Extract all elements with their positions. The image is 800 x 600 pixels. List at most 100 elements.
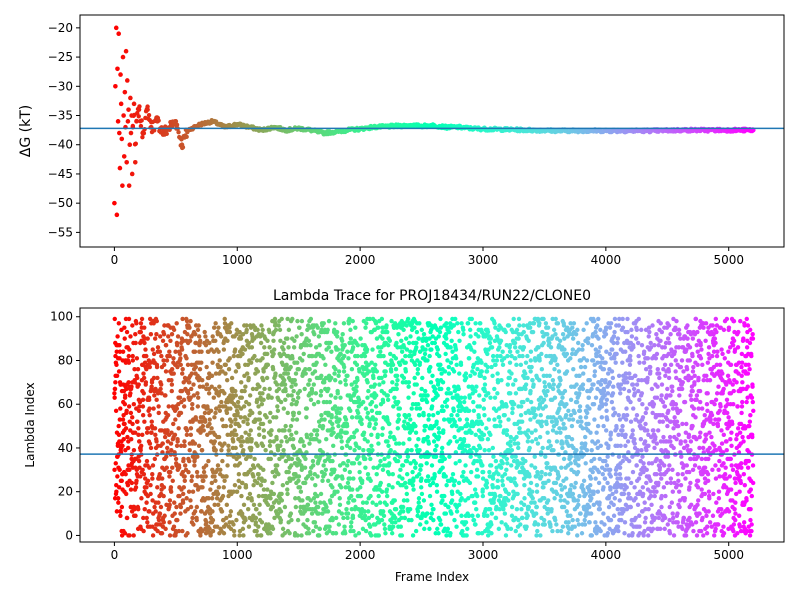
lambda-point xyxy=(460,474,465,479)
lambda-point xyxy=(272,347,277,352)
lambda-point xyxy=(328,500,333,505)
lambda-point xyxy=(363,325,368,330)
lambda-point xyxy=(414,329,420,335)
lambda-point xyxy=(530,496,535,501)
lambda-point xyxy=(321,356,326,361)
lambda-point xyxy=(432,386,438,392)
lambda-point xyxy=(564,509,569,514)
lambda-point xyxy=(300,358,305,363)
lambda-point xyxy=(416,500,421,505)
lambda-point xyxy=(496,472,501,477)
lambda-point xyxy=(382,526,388,532)
lambda-point xyxy=(387,338,393,344)
lambda-point xyxy=(228,509,234,514)
lambda-point xyxy=(390,472,396,477)
lambda-point xyxy=(528,388,533,394)
lambda-point xyxy=(249,445,254,451)
lambda-point xyxy=(263,447,268,453)
lambda-point xyxy=(523,371,528,376)
lambda-point xyxy=(299,332,304,337)
lambda-point xyxy=(202,410,208,416)
lambda-point xyxy=(516,336,521,341)
lambda-point xyxy=(347,445,353,451)
lambda-point xyxy=(548,524,553,529)
lambda-point xyxy=(521,329,526,335)
lambda-point xyxy=(257,417,263,422)
lambda-point xyxy=(131,533,136,538)
lambda-point xyxy=(130,358,136,363)
lambda-point xyxy=(565,500,570,505)
delta-g-point xyxy=(136,114,141,119)
lambda-point xyxy=(259,402,265,407)
lambda-point xyxy=(390,380,395,385)
lambda-point xyxy=(400,504,406,510)
lambda-point xyxy=(553,332,558,337)
lambda-point xyxy=(541,485,546,490)
lambda-point xyxy=(488,336,494,341)
lambda-point xyxy=(410,469,415,475)
lambda-point xyxy=(405,447,410,453)
lambda-point xyxy=(216,502,221,508)
lambda-point xyxy=(568,412,574,418)
lambda-point xyxy=(534,504,540,510)
delta-g-point xyxy=(130,123,136,129)
lambda-point xyxy=(152,426,158,431)
lambda-point xyxy=(267,419,273,424)
delta-g-point xyxy=(121,154,127,159)
lambda-point xyxy=(365,380,370,385)
y-tick-label: −50 xyxy=(48,196,73,210)
lambda-point xyxy=(542,384,548,389)
lambda-point xyxy=(295,517,301,523)
lambda-point xyxy=(180,371,185,376)
lambda-point xyxy=(150,463,156,468)
lambda-point xyxy=(429,404,435,409)
lambda-point xyxy=(178,410,184,416)
lambda-point xyxy=(552,496,557,501)
lambda-point xyxy=(278,338,283,344)
lambda-point xyxy=(363,456,368,462)
lambda-point xyxy=(352,498,357,503)
lambda-point xyxy=(220,493,226,499)
lambda-point xyxy=(312,520,318,525)
lambda-point xyxy=(260,421,266,427)
lambda-point xyxy=(569,423,575,429)
lambda-point xyxy=(559,417,564,422)
lambda-point xyxy=(149,384,154,389)
lambda-point xyxy=(425,342,431,348)
lambda-point xyxy=(498,465,504,470)
lambda-point xyxy=(210,509,215,514)
lambda-point xyxy=(577,373,582,378)
lambda-point xyxy=(539,367,545,372)
lambda-point xyxy=(210,517,216,523)
lambda-point xyxy=(224,502,230,508)
lambda-point xyxy=(589,447,594,453)
lambda-point xyxy=(575,327,580,333)
lambda-point xyxy=(475,474,481,479)
lambda-point xyxy=(158,386,163,392)
lambda-point xyxy=(335,334,340,339)
lambda-point xyxy=(125,445,131,451)
lambda-point xyxy=(409,406,414,411)
lambda-point xyxy=(270,480,275,486)
lambda-point xyxy=(564,476,569,481)
lambda-point xyxy=(432,340,438,346)
lambda-point xyxy=(274,382,280,387)
lambda-point xyxy=(507,375,512,381)
lambda-point xyxy=(592,369,598,374)
lambda-point xyxy=(520,515,525,521)
lambda-point xyxy=(489,463,494,468)
lambda-point xyxy=(443,351,448,357)
lambda-point xyxy=(547,340,552,346)
lambda-point xyxy=(335,391,340,396)
lambda-point xyxy=(472,487,478,492)
lambda-point xyxy=(533,428,538,433)
lambda-point xyxy=(461,437,467,442)
lambda-point xyxy=(524,524,529,529)
lambda-point xyxy=(274,415,279,420)
lambda-point xyxy=(188,318,193,324)
lambda-point xyxy=(169,377,174,383)
lambda-point xyxy=(180,500,186,505)
lambda-point xyxy=(236,454,242,459)
lambda-point xyxy=(514,506,520,512)
